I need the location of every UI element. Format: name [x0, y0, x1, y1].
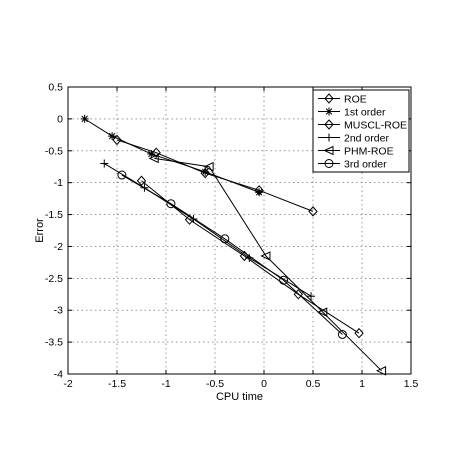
y-axis-label: Error [34, 218, 46, 243]
legend-label-3rd-order: 3rd order [344, 158, 387, 170]
data-point-1st-order [201, 167, 210, 176]
legend-marker-muscl-roe [324, 119, 334, 130]
series-line-3rd-order [121, 174, 343, 335]
y-tick-label: 0.5 [48, 82, 63, 94]
legend-label-muscl-roe: MUSCL-ROE [344, 119, 407, 131]
legend-label-phm-roe: PHM-ROE [344, 145, 394, 157]
data-point-muscl-roe [354, 327, 364, 339]
y-tick-label: 0 [57, 113, 63, 125]
data-point-1st-order [255, 188, 264, 197]
y-tick-label: -0.5 [45, 145, 63, 157]
x-tick-label: 1 [359, 378, 365, 390]
data-point-2nd-order [189, 215, 198, 224]
data-point-3rd-order [220, 234, 230, 244]
data-point-3rd-order [166, 199, 176, 209]
legend-label-2nd-order: 2nd order [344, 132, 389, 144]
x-tick-label: 0 [261, 378, 267, 390]
data-point-3rd-order [279, 275, 289, 285]
legend-marker-roe [324, 93, 334, 104]
data-point-phm-roe [203, 161, 214, 172]
data-point-muscl-roe [293, 289, 303, 300]
x-tick-label: -2 [63, 378, 72, 390]
series-1st-order [80, 114, 264, 197]
y-tick-label: -2.5 [45, 273, 63, 285]
x-axis-label: CPU time [216, 391, 263, 403]
y-tick-label: -1.5 [45, 209, 63, 221]
x-tick-label: 0.5 [306, 378, 321, 390]
series-3rd-order [117, 170, 347, 339]
legend-marker-3rd-order [324, 159, 334, 168]
data-point-roe [308, 206, 318, 217]
x-tick-label: 1.5 [404, 378, 419, 390]
y-tick-label: -3.5 [45, 337, 63, 349]
x-tick-label: -1 [161, 378, 170, 390]
plot-frame [67, 86, 412, 375]
series-line-phm-roe [154, 157, 382, 372]
legend-marker-phm-roe [323, 145, 334, 156]
x-tick-label: -1.5 [108, 378, 126, 390]
y-tick-label: -1 [54, 177, 63, 189]
data-point-3rd-order [117, 170, 127, 180]
data-point-phm-roe [317, 307, 328, 317]
y-tick-label: -2 [54, 241, 63, 253]
series-layer [80, 114, 387, 376]
legend-label-1st-order: 1st order [344, 106, 386, 118]
data-point-2nd-order [100, 159, 109, 168]
y-tick-label: -4 [54, 369, 63, 381]
legend-marker-1st-order [325, 107, 333, 116]
data-point-2nd-order [307, 292, 316, 301]
data-point-3rd-order [337, 329, 347, 339]
data-point-phm-roe [148, 153, 159, 164]
data-point-muscl-roe [136, 175, 147, 187]
data-point-1st-order [80, 114, 89, 123]
data-point-1st-order [108, 132, 117, 141]
data-point-phm-roe [375, 366, 387, 376]
legend-label-roe: ROE [344, 93, 367, 105]
series-phm-roe [148, 153, 387, 376]
x-tick-label: -0.5 [206, 378, 224, 390]
data-point-phm-roe [260, 251, 271, 261]
axis-ticks: -2 -1.5 -1 -0.5 0 0.5 1 1.5 0.5 0 -0.5 -1 -1.5 -2 -2.5… [45, 82, 419, 391]
data-point-1st-order [147, 149, 156, 158]
legend-marker-2nd-order [325, 133, 333, 142]
y-tick-label: -3 [54, 305, 63, 317]
